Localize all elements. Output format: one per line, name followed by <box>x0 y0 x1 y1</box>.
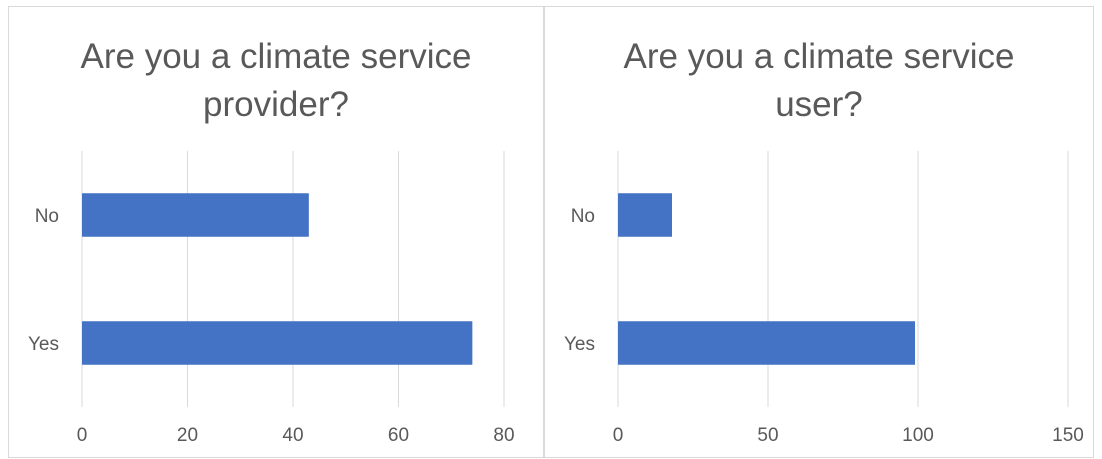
bar-yes <box>618 321 915 365</box>
x-tick-label: 100 <box>902 425 934 446</box>
x-tick-label: 0 <box>77 425 88 446</box>
y-category-label: No <box>571 206 595 227</box>
bar-yes <box>82 321 473 365</box>
x-tick-label: 40 <box>282 425 303 446</box>
y-category-label: No <box>35 206 59 227</box>
x-tick-label: 20 <box>177 425 198 446</box>
chart-title: Are you a climate service user? <box>623 37 1015 124</box>
bar-no <box>618 193 672 237</box>
y-category-label: Yes <box>28 334 59 355</box>
bar-no <box>82 193 309 237</box>
chart-title: Are you a climate service provider? <box>80 37 472 124</box>
bar-chart-user: 0 50 100 150 No Yes <box>564 151 1084 446</box>
x-tick-label: 150 <box>1052 425 1084 446</box>
x-tick-label: 50 <box>757 425 778 446</box>
x-tick-label: 60 <box>388 425 409 446</box>
bar-chart-provider: 0 20 40 60 80 No Yes <box>28 151 515 446</box>
chart-panel-user: Are you a climate service user? 0 50 100 15… <box>544 6 1094 458</box>
chart-panel-provider: Are you a climate service provider? 0 20 4… <box>8 6 544 458</box>
y-category-label: Yes <box>564 334 595 355</box>
x-tick-label: 0 <box>613 425 624 446</box>
x-tick-label: 80 <box>493 425 514 446</box>
